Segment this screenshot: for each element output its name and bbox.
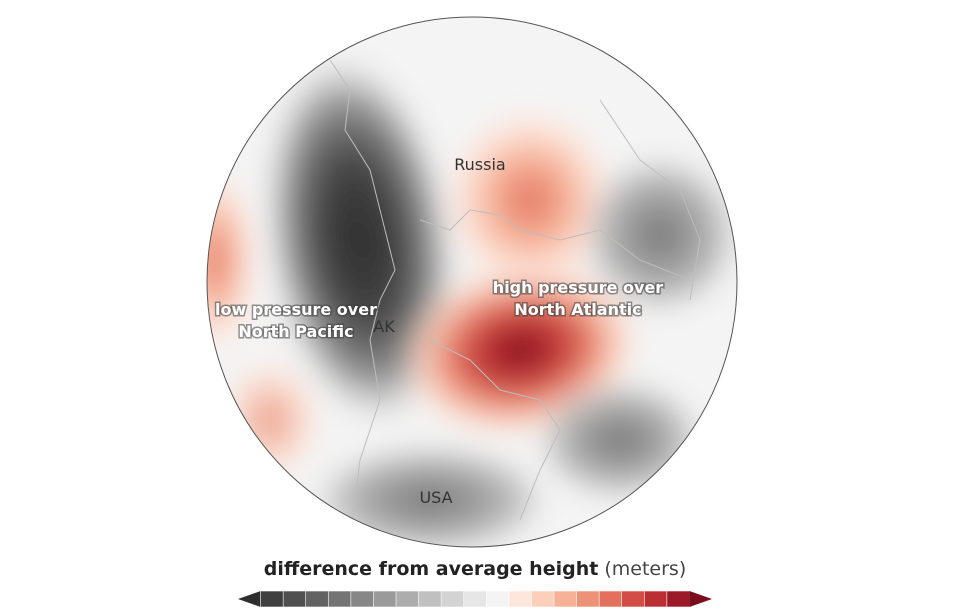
high-anomaly (207, 170, 255, 350)
colorbar-swatch (260, 590, 284, 608)
callout-label: low pressure over (215, 300, 377, 319)
coastline (419, 209, 691, 281)
place-label: Russia (454, 155, 505, 174)
colorbar-swatch (508, 590, 533, 608)
place-label: USA (419, 488, 452, 507)
colorbar-swatch (282, 590, 307, 608)
colorbar-swatch (621, 590, 645, 608)
callout-label: North Pacific (238, 322, 353, 341)
place-label: AK (373, 317, 395, 336)
callout-label: high pressure over (493, 278, 664, 297)
high-anomaly (445, 110, 615, 290)
globe-outline (206, 16, 738, 548)
colorbar-swatch (666, 590, 691, 608)
low-anomaly (535, 380, 705, 500)
colorbar-swatch (643, 590, 668, 608)
colorbar-swatch (463, 590, 487, 608)
legend-title: difference from average height (meters) (264, 558, 686, 580)
coastline (599, 99, 701, 301)
colorbar-swatch (553, 590, 578, 608)
colorbar-swatch (350, 590, 375, 608)
colorbar (238, 590, 712, 608)
callout-label: North Atlantic (514, 300, 641, 319)
colorbar-swatch (373, 590, 397, 608)
coastline (429, 339, 561, 521)
legend-unit: (meters) (604, 558, 686, 580)
colorbar-swatch (531, 590, 555, 608)
colorbar-swatch (576, 590, 600, 608)
colorbar-swatch (238, 591, 261, 607)
high-anomaly (220, 360, 320, 480)
colorbar-swatch (327, 590, 352, 608)
colorbar-swatch (440, 590, 465, 608)
colorbar-swatch (395, 590, 420, 608)
coastline (329, 59, 396, 541)
colorbar-swatch (689, 591, 712, 607)
low-anomaly (580, 155, 737, 315)
colorbar-swatch (485, 590, 510, 608)
colorbar-swatch (598, 590, 623, 608)
colorbar-swatch (305, 590, 329, 608)
coastlines (329, 59, 701, 541)
legend-title-text: difference from average height (264, 558, 599, 580)
colorbar-swatch (418, 590, 442, 608)
